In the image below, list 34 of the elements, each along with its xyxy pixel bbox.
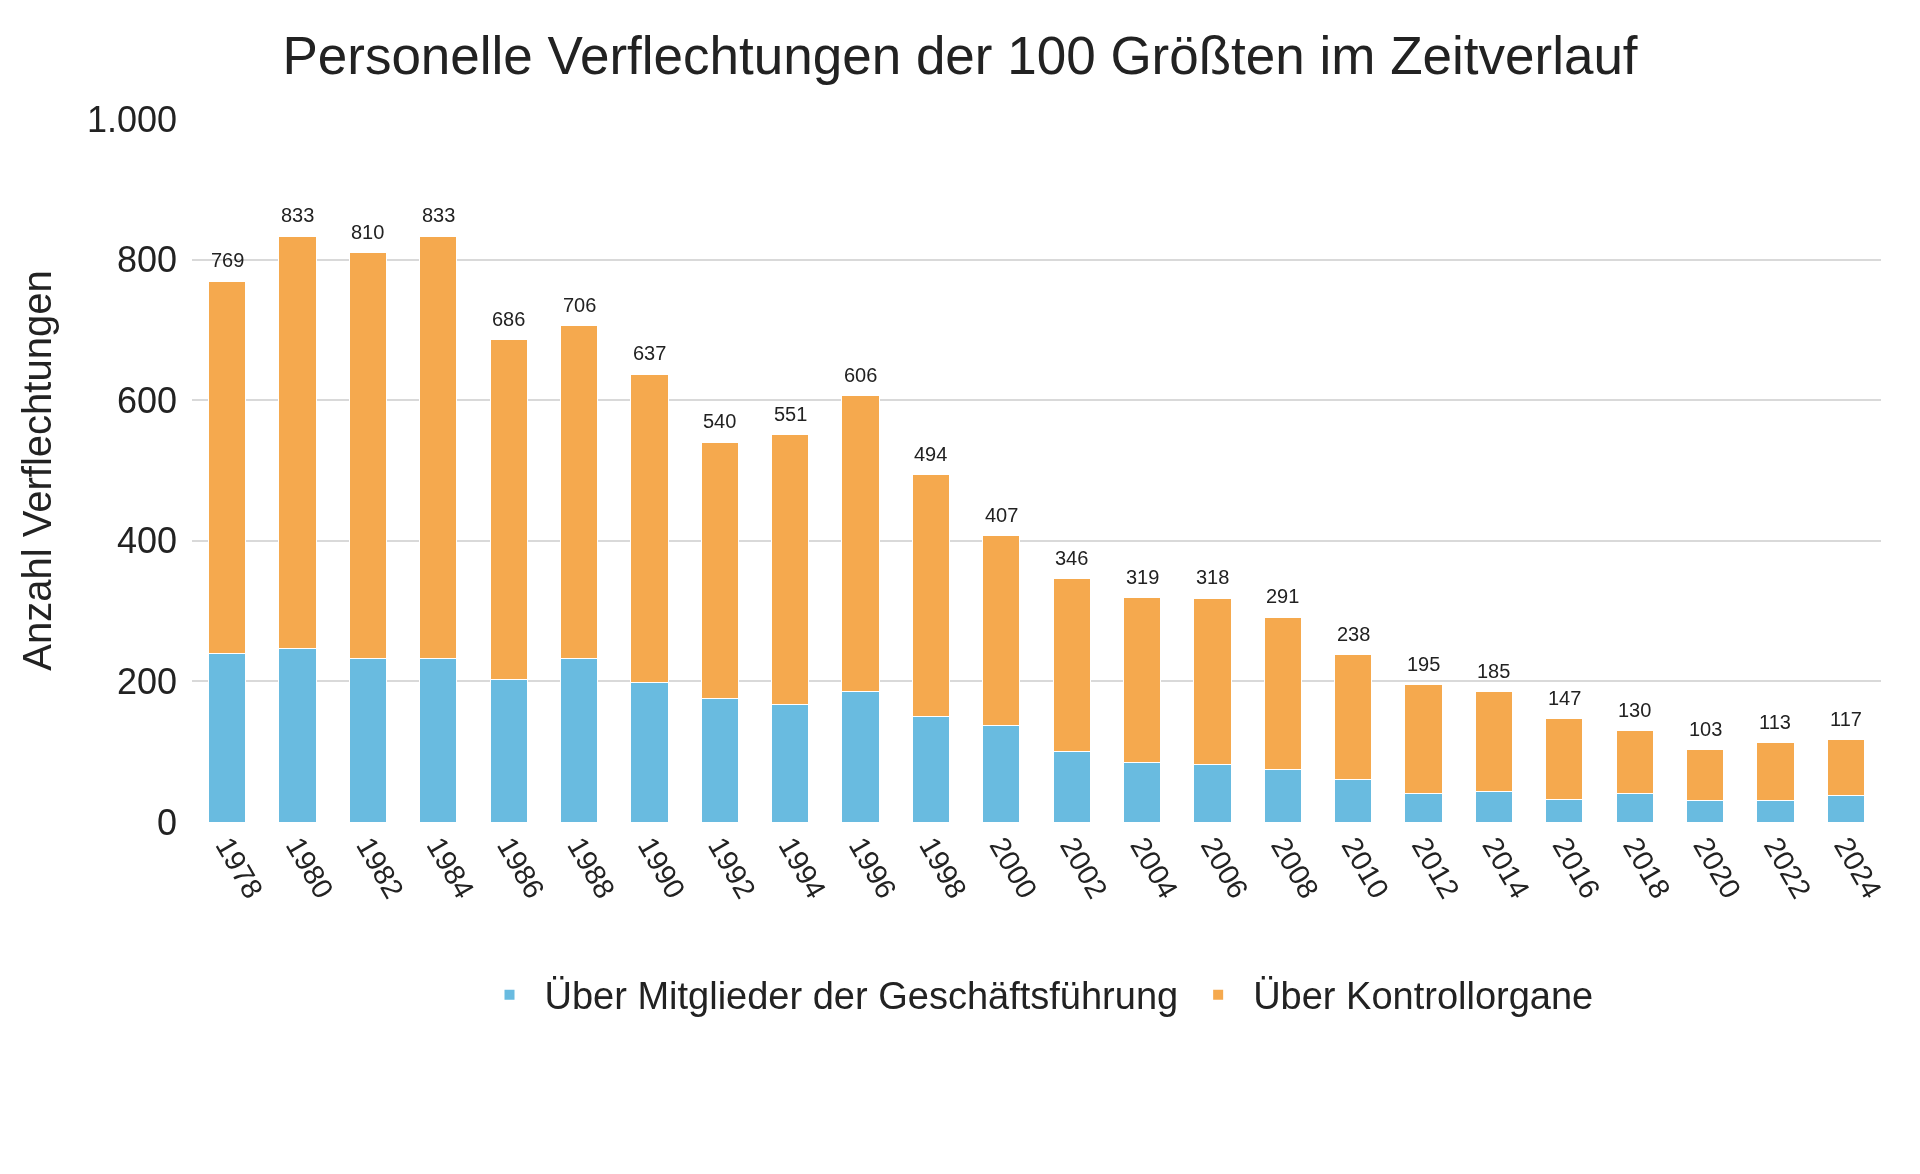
total-label: 407 bbox=[985, 504, 1019, 526]
total-label: 319 bbox=[1126, 566, 1160, 588]
total-label: 494 bbox=[914, 443, 948, 465]
total-label: 291 bbox=[1266, 585, 1300, 607]
total-label: 606 bbox=[844, 364, 878, 386]
total-label: 147 bbox=[1548, 687, 1582, 709]
y-tick-label: 0 bbox=[156, 801, 177, 843]
total-label: 346 bbox=[1055, 547, 1089, 569]
total-label: 185 bbox=[1477, 660, 1511, 682]
total-label: 238 bbox=[1337, 623, 1371, 645]
total-label: 769 bbox=[211, 249, 245, 271]
total-label: 130 bbox=[1618, 699, 1652, 721]
y-tick-label: 600 bbox=[116, 379, 177, 421]
total-label: 103 bbox=[1689, 718, 1723, 740]
y-tick-label: 400 bbox=[116, 520, 177, 562]
total-label: 117 bbox=[1830, 708, 1862, 730]
legend-label: Über Kontrollorgane bbox=[1253, 975, 1594, 1018]
y-tick-label: 1.000 bbox=[86, 98, 177, 140]
y-tick-label: 800 bbox=[116, 239, 177, 281]
total-label: 706 bbox=[563, 294, 597, 316]
total-label: 318 bbox=[1196, 566, 1230, 588]
total-label: 195 bbox=[1407, 653, 1441, 675]
total-label: 810 bbox=[351, 221, 385, 243]
y-tick-label: 200 bbox=[116, 661, 177, 702]
total-label: 833 bbox=[422, 204, 456, 226]
total-label: 551 bbox=[774, 403, 808, 425]
total-label: 540 bbox=[703, 410, 737, 432]
y-axis-title: Anzahl Verflechtungen bbox=[15, 270, 60, 671]
total-label: 637 bbox=[633, 342, 667, 364]
chart-title: Personelle Verflechtungen der 100 Größten im Zeitverlauf bbox=[282, 25, 1638, 85]
total-label: 686 bbox=[492, 308, 526, 330]
legend-label: Über Mitglieder der Geschäftsführung bbox=[544, 975, 1179, 1018]
total-label: 113 bbox=[1759, 711, 1791, 733]
total-label: 833 bbox=[281, 204, 315, 226]
